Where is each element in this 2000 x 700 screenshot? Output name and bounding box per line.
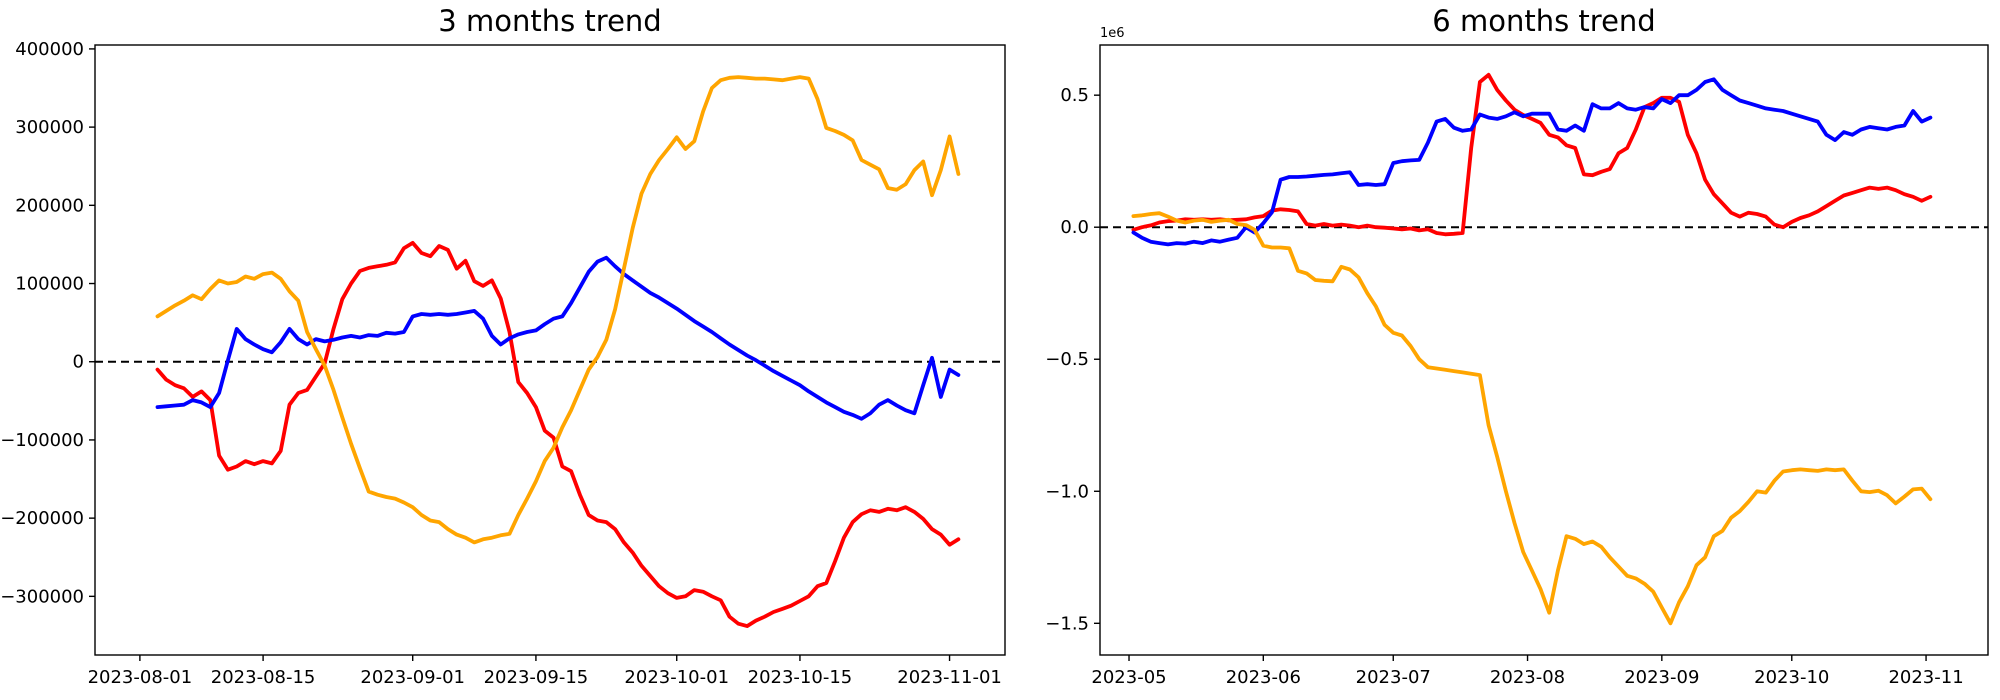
y-tick-label-0: 0 [73,352,84,373]
y-axis-offset-label: 1e6 [1100,26,1125,41]
axes-frame-1 [1099,44,1989,656]
x-tick-label-1: 2023-05 [1091,667,1166,688]
x-tick-label-1: 2023-11 [1888,667,1963,688]
series-line-blue-1 [1131,77,1933,247]
x-tick-label-1: 2023-07 [1356,667,1431,688]
y-tick-label-0: −300000 [0,586,84,607]
axes-frame-0 [94,44,1006,656]
series-line-orange-1 [1131,211,1933,626]
y-tick-label-1: 0.0 [1060,217,1089,238]
x-tick-label-0: 2023-09-01 [360,667,465,688]
y-tick-label-1: −1.5 [1045,613,1089,634]
x-tick-label-0: 2023-09-15 [484,667,589,688]
x-tick-label-1: 2023-09 [1624,667,1699,688]
y-tick-label-0: 300000 [15,117,84,138]
series-line-red-1 [1131,72,1933,237]
chart-title-3-months: 3 months trend [438,4,662,38]
x-tick-label-1: 2023-06 [1226,667,1301,688]
x-tick-label-0: 2023-10-01 [624,667,729,688]
y-tick-label-0: 100000 [15,274,84,295]
chart-title-6-months: 6 months trend [1432,4,1656,38]
x-tick-label-1: 2023-08 [1490,667,1565,688]
y-tick-label-1: −0.5 [1045,349,1089,370]
y-tick-label-1: −1.0 [1045,481,1089,502]
y-tick-label-0: −200000 [0,508,84,529]
y-tick-label-0: −100000 [0,430,84,451]
y-tick-label-1: 0.5 [1060,85,1089,106]
series-line-red-0 [155,240,961,628]
x-tick-label-0: 2023-10-15 [748,667,853,688]
series-line-blue-0 [155,255,961,421]
x-tick-label-0: 2023-11-01 [897,667,1002,688]
x-tick-label-1: 2023-10 [1754,667,1829,688]
x-tick-label-0: 2023-08-01 [88,667,193,688]
y-tick-label-0: 200000 [15,195,84,216]
y-tick-label-0: 400000 [15,39,84,60]
series-line-orange-0 [155,75,961,545]
x-tick-label-0: 2023-08-15 [211,667,316,688]
